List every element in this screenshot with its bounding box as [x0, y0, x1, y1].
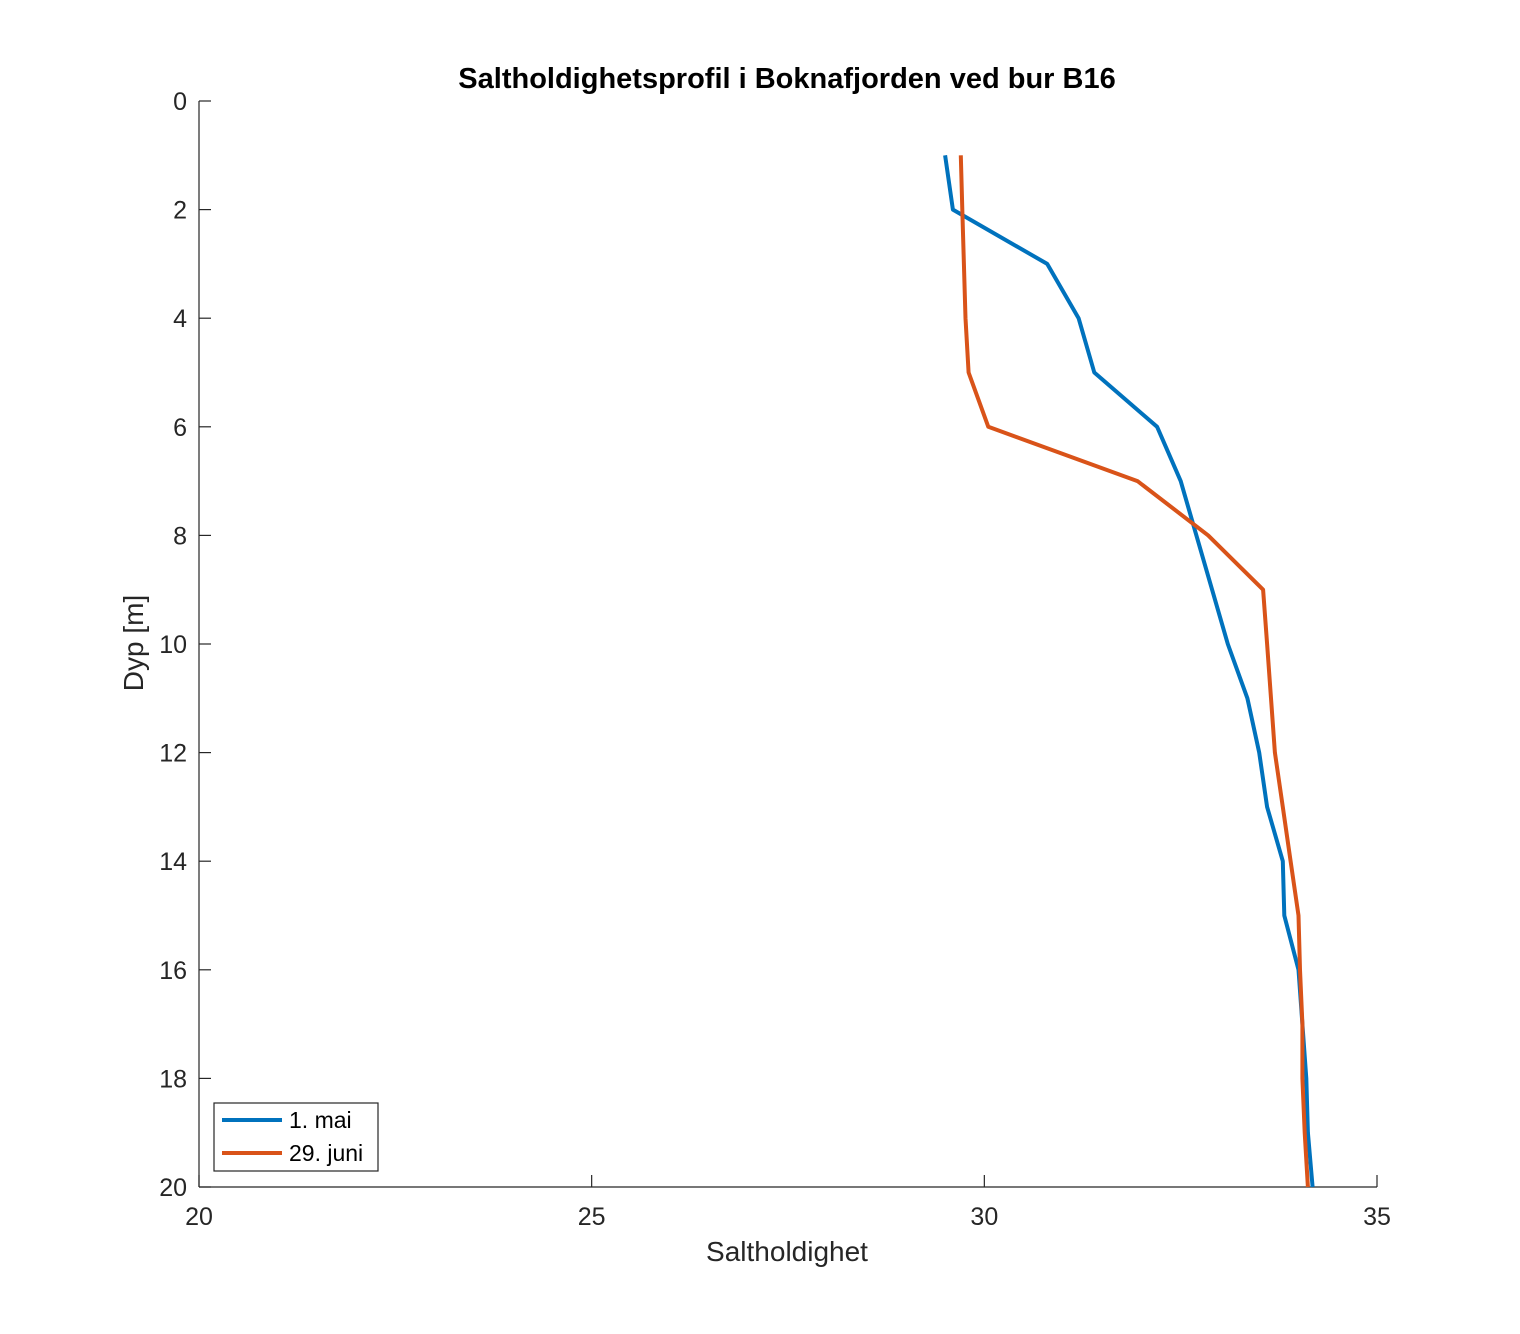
y-tick-label: 16 [159, 957, 187, 985]
legend-label: 1. mai [289, 1107, 352, 1133]
x-tick-label: 30 [970, 1203, 998, 1231]
legend: 1. mai 29. juni [213, 1102, 379, 1172]
y-tick-label: 20 [159, 1174, 187, 1202]
chart-title: Saltholdighetsprofil i Boknafjorden ved … [458, 63, 1115, 95]
y-tick-label: 12 [159, 740, 187, 768]
y-tick-label: 0 [173, 88, 187, 116]
x-axis-label: Saltholdighet [706, 1236, 868, 1267]
y-tick-label: 8 [173, 522, 187, 550]
legend-box [213, 1102, 379, 1172]
x-tick-label: 35 [1363, 1203, 1391, 1231]
legend-label: 29. juni [289, 1140, 363, 1166]
y-tick-label: 18 [159, 1065, 187, 1093]
y-tick-label: 4 [173, 305, 187, 333]
y-tick-label: 6 [173, 414, 187, 442]
y-tick-label: 14 [159, 848, 187, 876]
series-group [943, 155, 1315, 1188]
x-tick-label: 25 [578, 1203, 606, 1231]
x-tick-label: 20 [185, 1203, 213, 1231]
y-tick-label: 2 [173, 197, 187, 225]
y-axis-label: Dyp [m] [118, 595, 149, 691]
axes: 20 25 30 35 0 2 4 6 8 10 12 14 16 18 20 [159, 88, 1391, 1231]
series-line-2 [958, 155, 1310, 1188]
y-tick-label: 10 [159, 631, 187, 659]
